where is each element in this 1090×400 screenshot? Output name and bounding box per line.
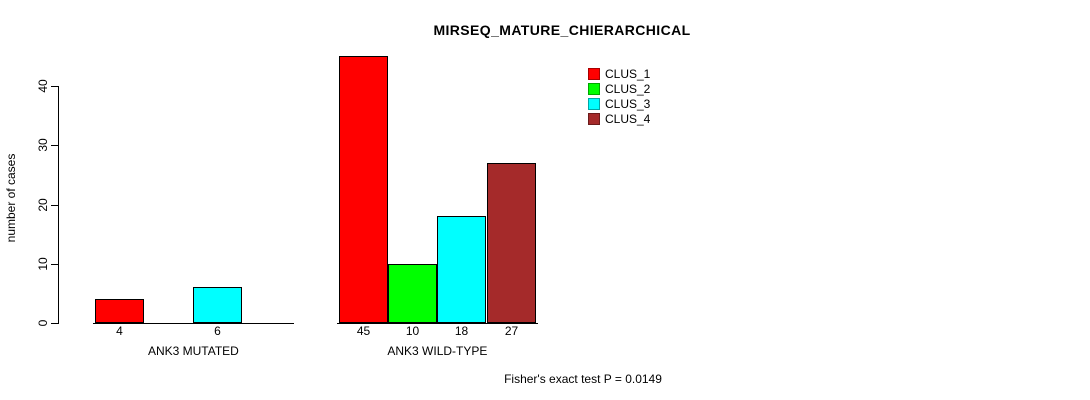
category-label-ank3-wild-type: ANK3 WILD-TYPE: [387, 344, 488, 358]
legend-label: CLUS_3: [605, 97, 651, 111]
chart-title: MIRSEQ_MATURE_CHIERARCHICAL: [433, 22, 691, 38]
y-tick-mark: [51, 323, 58, 324]
bar-value-label: 10: [405, 324, 420, 338]
category-label-ank3-mutated: ANK3 MUTATED: [147, 344, 239, 358]
legend-item-clus_1: CLUS_1: [588, 68, 708, 80]
y-tick-mark: [51, 263, 58, 265]
y-tick-mark: [51, 86, 58, 87]
legend-item-clus_2: CLUS_2: [588, 83, 708, 95]
bar-clus_3-mutated: [193, 287, 242, 323]
y-tick-label: 20: [36, 197, 50, 212]
y-tick-label: 30: [36, 138, 50, 152]
bar-clus_2-wildtype: [388, 264, 437, 323]
y-tick-label: 40: [36, 79, 50, 93]
legend-label: CLUS_4: [605, 112, 651, 126]
bar-clus_4-wildtype: [487, 163, 536, 323]
y-tick-mark: [51, 145, 58, 147]
legend-swatch-clus_4: [588, 113, 600, 125]
legend-swatch-clus_2: [588, 83, 600, 95]
bar-clus_1-mutated: [95, 299, 144, 323]
bar-clus_3-wildtype: [437, 216, 486, 323]
x-baseline: [337, 323, 538, 324]
x-baseline: [93, 323, 294, 324]
bar-value-label: 27: [504, 324, 519, 338]
legend-swatch-clus_3: [588, 98, 600, 110]
bar-value-label: 45: [356, 324, 371, 338]
annotation-fisher-test: Fisher's exact test P = 0.0149: [504, 372, 662, 386]
y-tick-label: 10: [36, 257, 50, 271]
y-axis-label: number of cases: [4, 153, 18, 243]
bar-value-label: 6: [214, 324, 221, 338]
y-tick-mark: [51, 204, 58, 206]
legend-item-clus_4: CLUS_4: [588, 113, 708, 125]
bar-value-label: 18: [454, 324, 469, 338]
legend-label: CLUS_2: [605, 82, 651, 96]
bar-clus_1-wildtype: [339, 56, 388, 323]
legend-swatch-clus_1: [588, 68, 600, 80]
y-tick-label: 0: [36, 319, 50, 327]
y-axis-line: [58, 86, 59, 324]
bar-value-label: 4: [116, 324, 123, 338]
legend-item-clus_3: CLUS_3: [588, 98, 708, 110]
legend-label: CLUS_1: [605, 67, 651, 81]
